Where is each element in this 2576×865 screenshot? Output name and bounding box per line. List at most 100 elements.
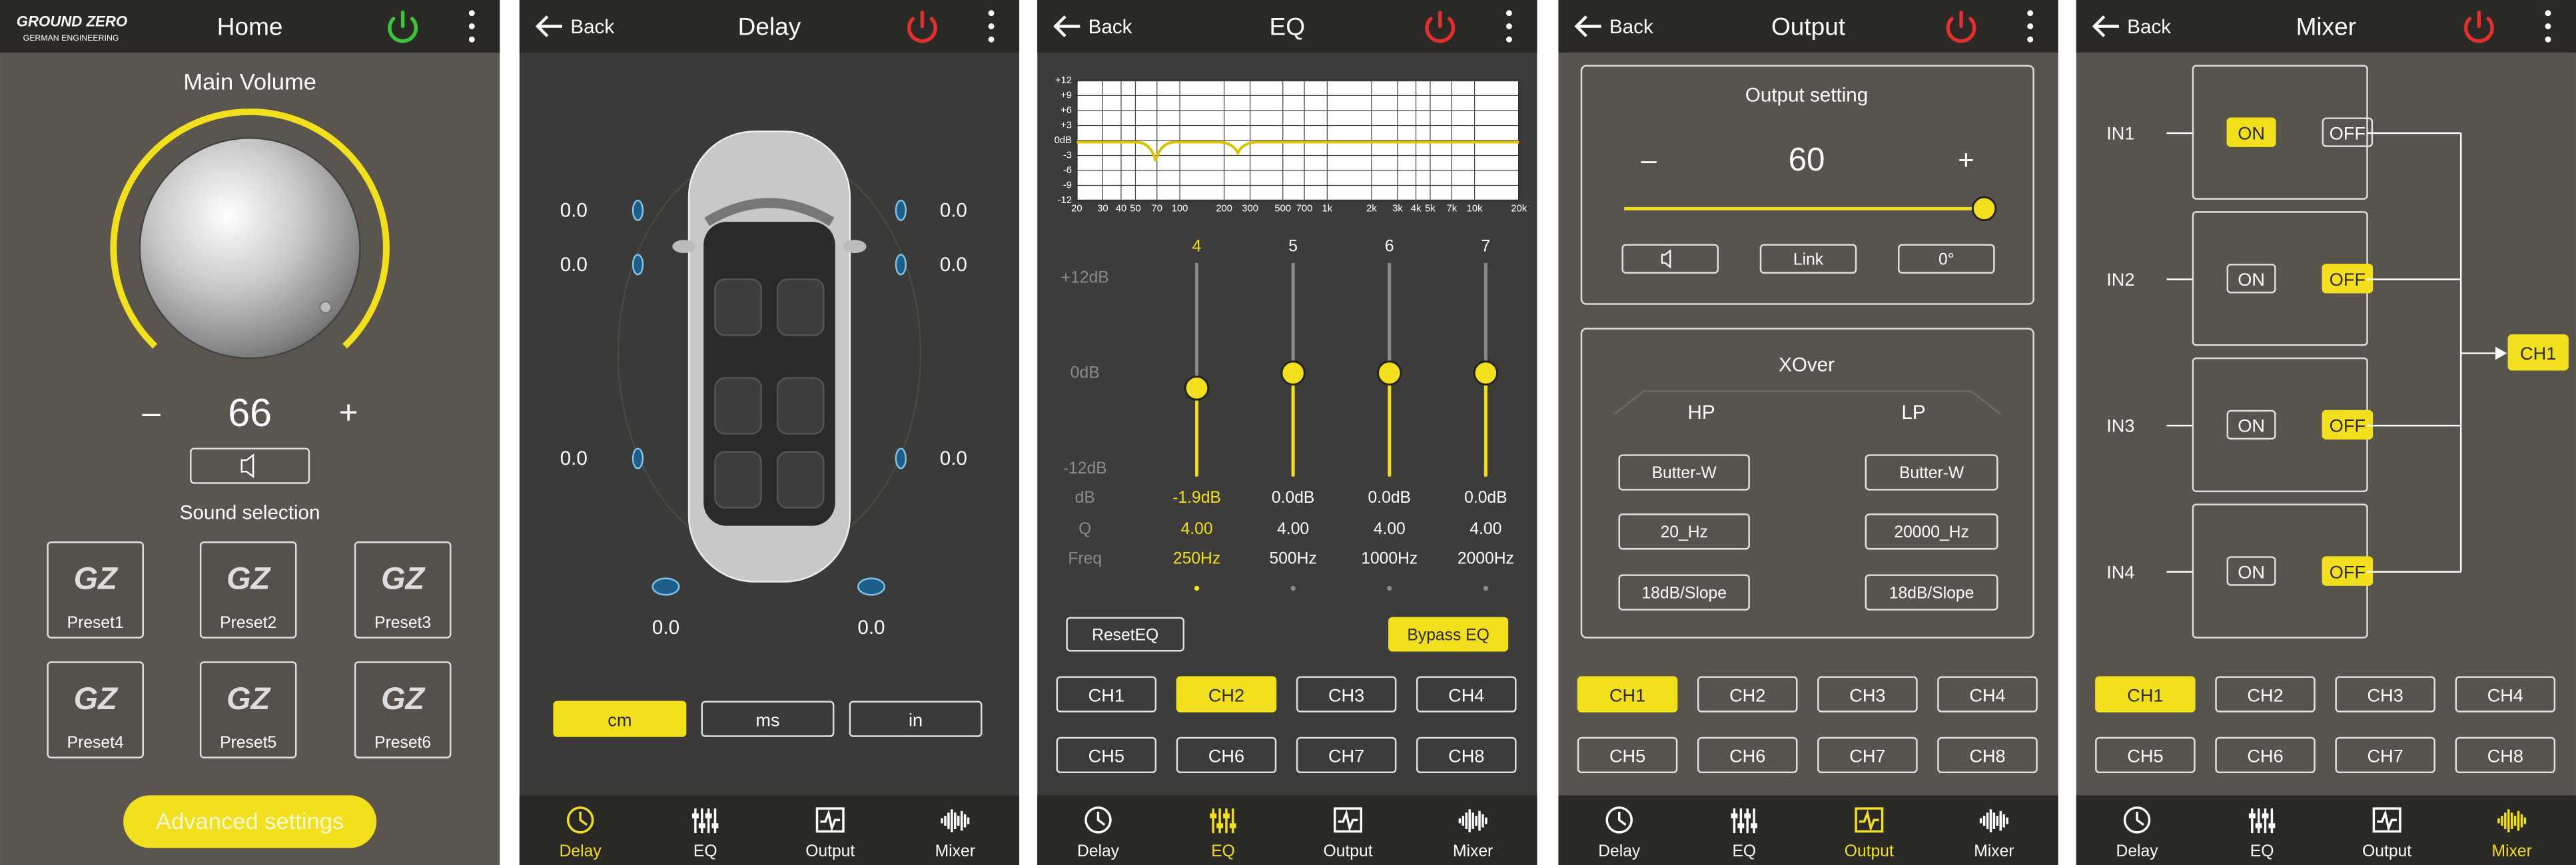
off-button[interactable]: OFF: [2322, 264, 2373, 294]
channel-button[interactable]: CH7: [1296, 736, 1397, 774]
volume-arc[interactable]: [110, 108, 390, 349]
channel-button[interactable]: CH1: [1577, 676, 1678, 713]
nav-tab[interactable]: Delay: [1077, 806, 1120, 860]
mute-button[interactable]: [190, 447, 310, 484]
speaker-icon[interactable]: [857, 577, 885, 596]
channel-button[interactable]: CH1: [2095, 676, 2196, 713]
preset-button[interactable]: GZ Preset2: [199, 541, 297, 639]
on-button[interactable]: ON: [2226, 117, 2276, 147]
power-button[interactable]: [907, 10, 937, 43]
xover-button[interactable]: 18dB/Slope: [1865, 574, 1998, 611]
menu-button[interactable]: [2545, 10, 2551, 43]
output-up[interactable]: +: [1958, 144, 1974, 175]
slider-knob[interactable]: [1280, 360, 1306, 386]
channel-button[interactable]: CH3: [1296, 676, 1397, 713]
channel-button[interactable]: CH8: [1416, 736, 1517, 774]
nav-tab[interactable]: Output: [805, 807, 855, 860]
preset-button[interactable]: GZ Preset1: [47, 541, 144, 639]
back-arrow[interactable]: [1574, 15, 1601, 37]
back-button[interactable]: Back: [1609, 16, 1653, 38]
speaker-icon[interactable]: [895, 447, 907, 469]
preset-button[interactable]: GZ Preset4: [47, 661, 144, 758]
channel-button[interactable]: CH6: [2215, 736, 2316, 774]
speaker-icon[interactable]: [632, 447, 644, 469]
bypass-eq-button[interactable]: Bypass EQ: [1388, 617, 1509, 652]
nav-tab[interactable]: EQ: [1731, 808, 1758, 860]
preset-button[interactable]: GZ Preset5: [199, 661, 297, 758]
off-button[interactable]: OFF: [2322, 410, 2373, 440]
speaker-icon[interactable]: [895, 254, 907, 276]
channel-button[interactable]: CH8: [2455, 736, 2556, 774]
volume-up[interactable]: +: [339, 394, 358, 431]
channel-button[interactable]: CH3: [2335, 676, 2435, 713]
output-down[interactable]: –: [1641, 144, 1657, 175]
channel-button[interactable]: CH2: [1176, 676, 1277, 713]
off-button[interactable]: OFF: [2322, 117, 2373, 147]
back-button[interactable]: Back: [1088, 16, 1132, 38]
channel-button[interactable]: CH6: [1176, 736, 1277, 774]
unit-button[interactable]: in: [849, 701, 983, 737]
on-button[interactable]: ON: [2226, 556, 2276, 586]
channel-button[interactable]: CH2: [1697, 676, 1798, 713]
nav-tab[interactable]: Output: [1324, 807, 1373, 860]
nav-tab[interactable]: Output: [2362, 807, 2411, 860]
channel-button[interactable]: CH2: [2215, 676, 2316, 713]
speaker-icon[interactable]: [651, 577, 680, 596]
channel-button[interactable]: CH1: [1056, 676, 1157, 713]
nav-tab[interactable]: Mixer: [935, 809, 975, 860]
power-button[interactable]: [1425, 10, 1456, 43]
back-button[interactable]: Back: [2127, 16, 2171, 38]
menu-button[interactable]: [1505, 10, 1512, 43]
volume-down[interactable]: –: [142, 394, 161, 431]
menu-button[interactable]: [468, 10, 475, 43]
channel-button[interactable]: CH4: [1416, 676, 1517, 713]
nav-tab[interactable]: Delay: [2116, 806, 2159, 860]
channel-button[interactable]: CH7: [1817, 736, 1918, 774]
channel-button[interactable]: CH5: [2095, 736, 2196, 774]
advanced-button[interactable]: Advanced settings: [123, 795, 377, 848]
channel-button[interactable]: CH6: [1697, 736, 1798, 774]
output-channel[interactable]: CH1: [2507, 334, 2569, 371]
on-button[interactable]: ON: [2226, 264, 2276, 294]
speaker-icon[interactable]: [632, 199, 644, 221]
channel-button[interactable]: CH5: [1577, 736, 1678, 774]
xover-button[interactable]: Butter-W: [1865, 454, 1998, 491]
slider-knob[interactable]: [1377, 360, 1402, 386]
off-button[interactable]: OFF: [2322, 556, 2373, 586]
power-button[interactable]: [388, 10, 418, 43]
channel-button[interactable]: CH3: [1817, 676, 1918, 713]
channel-button[interactable]: CH8: [1937, 736, 2038, 774]
nav-tab[interactable]: Output: [1845, 807, 1894, 860]
nav-tab[interactable]: EQ: [1210, 808, 1236, 860]
nav-tab[interactable]: Mixer: [1974, 809, 2014, 860]
speaker-icon[interactable]: [632, 254, 644, 276]
unit-button[interactable]: ms: [701, 701, 835, 737]
channel-button[interactable]: CH4: [2455, 676, 2556, 713]
nav-tab[interactable]: EQ: [691, 808, 719, 860]
slider-knob[interactable]: [1184, 376, 1210, 401]
power-button[interactable]: [1946, 10, 1976, 43]
channel-button[interactable]: CH5: [1056, 736, 1157, 774]
mute-button[interactable]: [1621, 244, 1719, 274]
back-arrow[interactable]: [1053, 15, 1080, 37]
back-button[interactable]: Back: [570, 16, 614, 38]
preset-button[interactable]: GZ Preset3: [354, 541, 452, 639]
channel-button[interactable]: CH7: [2335, 736, 2435, 774]
speaker-icon[interactable]: [895, 199, 907, 221]
slider-knob[interactable]: [1971, 196, 1997, 222]
power-button[interactable]: [2463, 10, 2494, 43]
channel-button[interactable]: CH4: [1937, 676, 2038, 713]
nav-tab[interactable]: Delay: [560, 806, 602, 860]
back-arrow[interactable]: [535, 15, 563, 37]
xover-button[interactable]: 20000_Hz: [1865, 513, 1998, 550]
on-button[interactable]: ON: [2226, 410, 2276, 440]
nav-tab[interactable]: Delay: [1598, 806, 1641, 860]
xover-button[interactable]: Butter-W: [1618, 454, 1750, 491]
menu-button[interactable]: [988, 10, 995, 43]
reset-eq-button[interactable]: ResetEQ: [1066, 617, 1185, 652]
preset-button[interactable]: GZ Preset6: [354, 661, 452, 758]
nav-tab[interactable]: Mixer: [1453, 809, 1493, 860]
back-arrow[interactable]: [2092, 15, 2119, 37]
volume-knob[interactable]: [139, 137, 361, 360]
nav-tab[interactable]: Mixer: [2492, 809, 2532, 860]
